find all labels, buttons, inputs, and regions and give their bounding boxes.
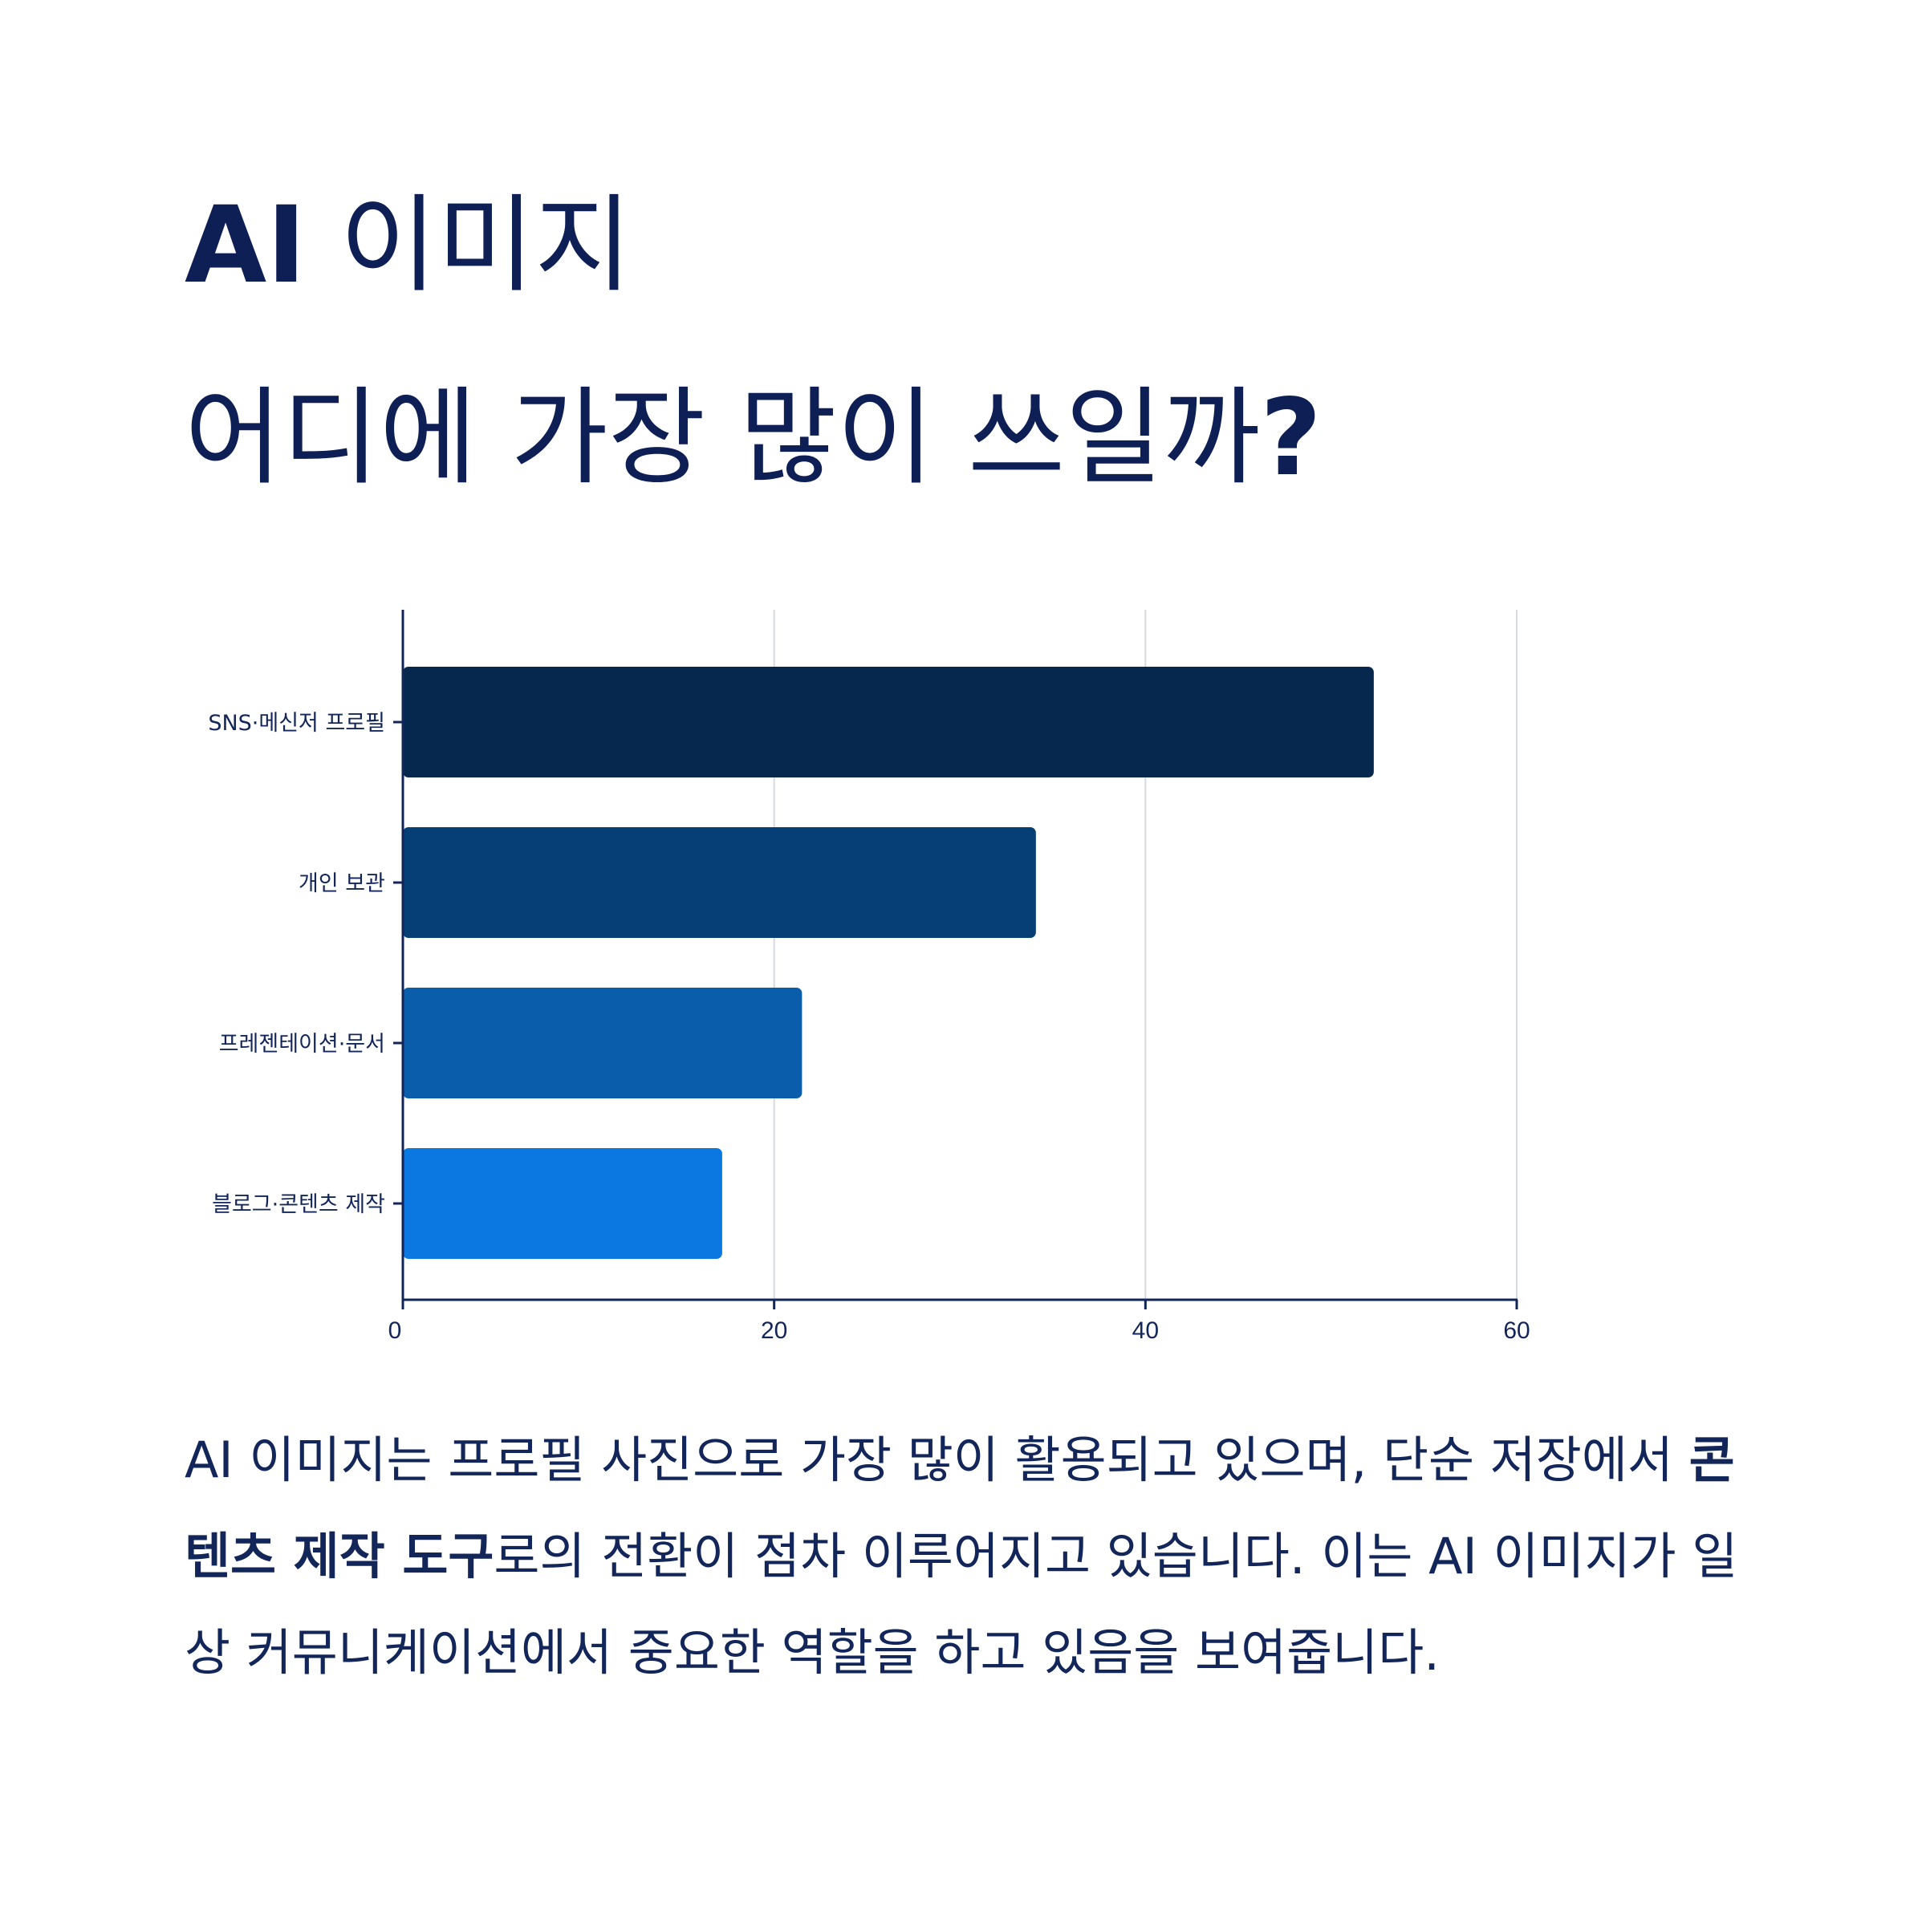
title-question-mark: ? [1260,376,1322,500]
bar-3 [403,988,802,1098]
bar-2 [403,827,1036,938]
chart-description: AI 이미지는 프로필 사진으로 가장 많이 활용되고 있으며, 단순 저장에서… [185,1412,1757,1701]
axes [393,610,1518,1309]
bar-1 [403,667,1374,777]
x-tick-label-60: 60 [1503,1317,1530,1344]
bar-4 [403,1148,722,1259]
category-label-2: 개인 보관 [299,871,385,896]
description-part-1: AI 이미지는 프로필 사진으로 가장 많이 활용되고 있으며, 단순 저장에서 [185,1431,1689,1489]
description-bold: 콘텐츠 제작 도구 [185,1431,1735,1585]
page-title-line-2: 어디에 가장 많이 쓰일까? [185,385,1322,491]
title-question: 어디에 가장 많이 쓰일까 [185,376,1261,500]
category-label-4: 블로그·콘텐츠 제작 [212,1192,385,1217]
category-label-3: 프레젠테이션·문서 [219,1032,385,1057]
page-title-line-1: AI 이미지 [185,193,632,298]
x-tick-label-40: 40 [1132,1317,1159,1344]
description-part-2: 로의 전환이 점차 이루어지고 있습니다. 이는 AI 이미지가 일상 커뮤니케… [185,1527,1738,1682]
bars [403,667,1374,1259]
title-bold-ai: AI [185,184,307,307]
title-rest: 이미지 [306,184,632,307]
x-tick-label-20: 20 [761,1317,787,1344]
x-tick-label-0: 0 [388,1317,402,1344]
category-label-1: SNS·메신저 프로필 [208,711,385,736]
